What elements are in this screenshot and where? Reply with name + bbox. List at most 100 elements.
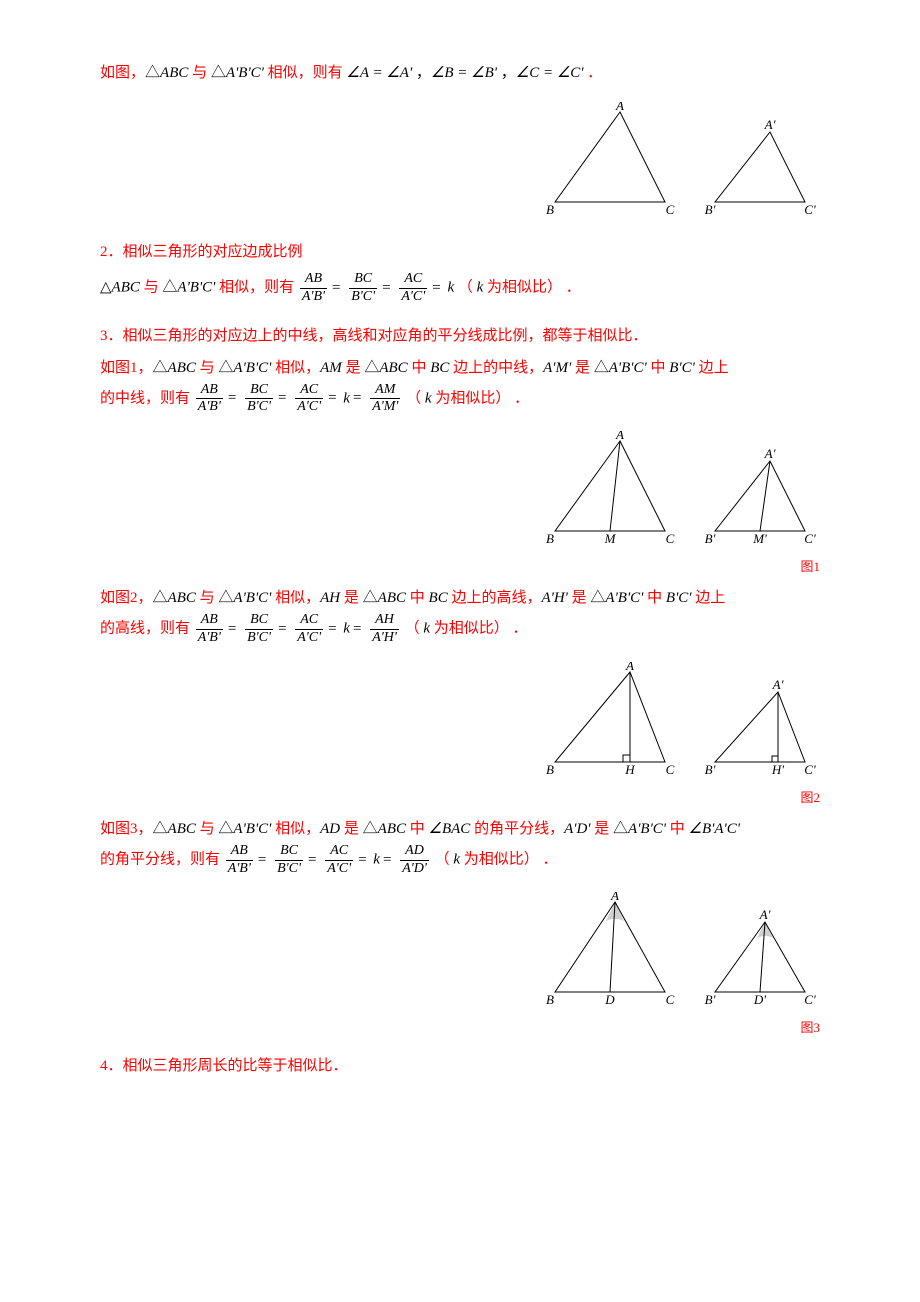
svg-text:M': M' — [752, 531, 767, 546]
f1-t14: 边上的中线， — [449, 360, 543, 376]
svg-text:C': C' — [804, 531, 816, 546]
f1-t18: A'B'C' — [609, 360, 647, 376]
triangle-big-plain: A B C — [540, 102, 680, 222]
s2-frac1: ABA'B' — [300, 271, 327, 306]
svg-text:A': A' — [772, 677, 784, 692]
intro-t5: △ — [211, 65, 226, 81]
svg-text:C: C — [666, 992, 675, 1007]
s2-frac2: BCB'C' — [349, 271, 377, 306]
triangle-small-median: A' B' C' M' — [700, 441, 820, 551]
fig2-caption: 图2 — [100, 787, 820, 806]
s2-k: k — [447, 280, 454, 296]
svg-text:A: A — [615, 431, 624, 442]
f1-k: k — [343, 390, 350, 406]
triangle-big-median: A B C M — [540, 431, 680, 551]
s2-t7: （ — [458, 280, 477, 296]
svg-text:C': C' — [804, 992, 816, 1007]
s2-t5: A'B'C' — [177, 280, 215, 296]
svg-text:D': D' — [753, 992, 766, 1007]
triangle-big-bisector: A B C D — [540, 892, 680, 1012]
f1-t1: 如图1， — [100, 360, 153, 376]
fig-plain-row: A B C A' B' C' — [100, 102, 820, 222]
section3-heading: 3．相似三角形的对应边上的中线，高线和对应角的平分线成比例，都等于相似比． — [100, 324, 820, 345]
intro-t9: ， — [412, 65, 431, 81]
s2-t9: 为相似比） ． — [483, 280, 581, 296]
intro-t8: ∠A = ∠A' — [346, 65, 412, 81]
svg-text:C: C — [666, 762, 675, 777]
triangle-small-bisector: A' B' C' D' — [700, 902, 820, 1012]
s2-t6: 相似，则有 — [215, 280, 298, 296]
svg-text:B': B' — [705, 992, 716, 1007]
label-A: A — [615, 102, 624, 113]
svg-text:C: C — [666, 531, 675, 546]
f1-frac1: ABA'B' — [196, 382, 223, 417]
fig3-row: A B C D A' B' C' D' — [100, 892, 820, 1012]
svg-text:B': B' — [705, 762, 716, 777]
intro-t4: 与 — [188, 65, 211, 81]
f1-t16: 是 — [571, 360, 594, 376]
f1-t7: 相似， — [271, 360, 320, 376]
f1-t15: A'M' — [543, 360, 571, 376]
f1-t8: AM — [320, 360, 342, 376]
intro-t13: ． — [584, 65, 603, 81]
svg-text:A: A — [625, 662, 634, 673]
f1-t3: ABC — [168, 360, 196, 376]
intro-t6: A'B'C' — [226, 65, 264, 81]
s2-frac3: ACA'C' — [399, 271, 427, 306]
intro-t3: ABC — [160, 65, 188, 81]
triangle-small-plain: A' B' C' — [700, 112, 820, 222]
intro-t10: ∠B = ∠B' — [431, 65, 497, 81]
label-Cp: C' — [804, 202, 816, 217]
f1-l2a: 的中线，则有 — [100, 390, 194, 406]
s2-t4: △ — [162, 280, 177, 296]
f1-t12: 中 — [408, 360, 431, 376]
f1-t13: BC — [430, 360, 449, 376]
svg-text:A': A' — [764, 446, 776, 461]
triangle-big-altitude: A B C H — [540, 662, 680, 782]
fig3-caption: 图3 — [100, 1017, 820, 1036]
svg-text:B': B' — [705, 531, 716, 546]
fig2-line: 如图2，△ABC 与 △A'B'C' 相似，AH 是 △ABC 中 BC 边上的… — [100, 585, 820, 647]
f1-frac3: ACA'C' — [295, 382, 323, 417]
f1-kp2: k — [425, 390, 432, 406]
f1-frac4: AMA'M' — [370, 382, 400, 417]
f1-t11: ABC — [379, 360, 407, 376]
f1-t20: B'C' — [669, 360, 695, 376]
intro-t12: ∠C = ∠C' — [516, 65, 584, 81]
s2-t2: ABC — [112, 280, 140, 296]
f1-t4: 与 — [196, 360, 219, 376]
fig2-row: A B C H A' B' C' H' — [100, 662, 820, 782]
intro-t11: ， — [497, 65, 516, 81]
label-Ap: A' — [764, 117, 776, 132]
svg-text:D: D — [604, 992, 615, 1007]
svg-text:B: B — [546, 531, 554, 546]
s2-t1: △ — [100, 280, 112, 296]
intro-line: 如图，△ABC 与 △A'B'C' 相似，则有 ∠A = ∠A' ，∠B = ∠… — [100, 60, 820, 87]
section2-line: △ABC 与 △A'B'C' 相似，则有 ABA'B'= BCB'C'= ACA… — [100, 271, 820, 306]
f1-t10: △ — [364, 360, 379, 376]
fig1-line: 如图1，△ABC 与 △A'B'C' 相似，AM 是 △ABC 中 BC 边上的… — [100, 355, 820, 417]
section4-heading: 4．相似三角形周长的比等于相似比． — [100, 1054, 820, 1075]
label-C: C — [666, 202, 675, 217]
f1-t2: △ — [153, 360, 168, 376]
f1-t21: 边上 — [695, 360, 729, 376]
f1-t9: 是 — [342, 360, 365, 376]
section2-heading: 2．相似三角形的对应边成比例 — [100, 240, 820, 261]
f1-t19: 中 — [647, 360, 670, 376]
svg-text:H: H — [624, 762, 635, 777]
f1-kp3: 为相似比） ． — [432, 390, 530, 406]
label-B: B — [546, 202, 554, 217]
intro-t7: 相似，则有 — [264, 65, 347, 81]
svg-text:H': H' — [771, 762, 784, 777]
f1-t6: A'B'C' — [233, 360, 271, 376]
fig1-caption: 图1 — [100, 556, 820, 575]
s2-t3: 与 — [140, 280, 163, 296]
fig1-row: A B C M A' B' C' M' — [100, 431, 820, 551]
f1-t5: △ — [218, 360, 233, 376]
f1-kp1: （ — [406, 390, 425, 406]
svg-text:C': C' — [804, 762, 816, 777]
fig3-line: 如图3，△ABC 与 △A'B'C' 相似，AD 是 △ABC 中 ∠BAC 的… — [100, 816, 820, 878]
intro-t1: 如图， — [100, 65, 145, 81]
f1-frac2: BCB'C' — [245, 382, 273, 417]
label-Bp: B' — [705, 202, 716, 217]
